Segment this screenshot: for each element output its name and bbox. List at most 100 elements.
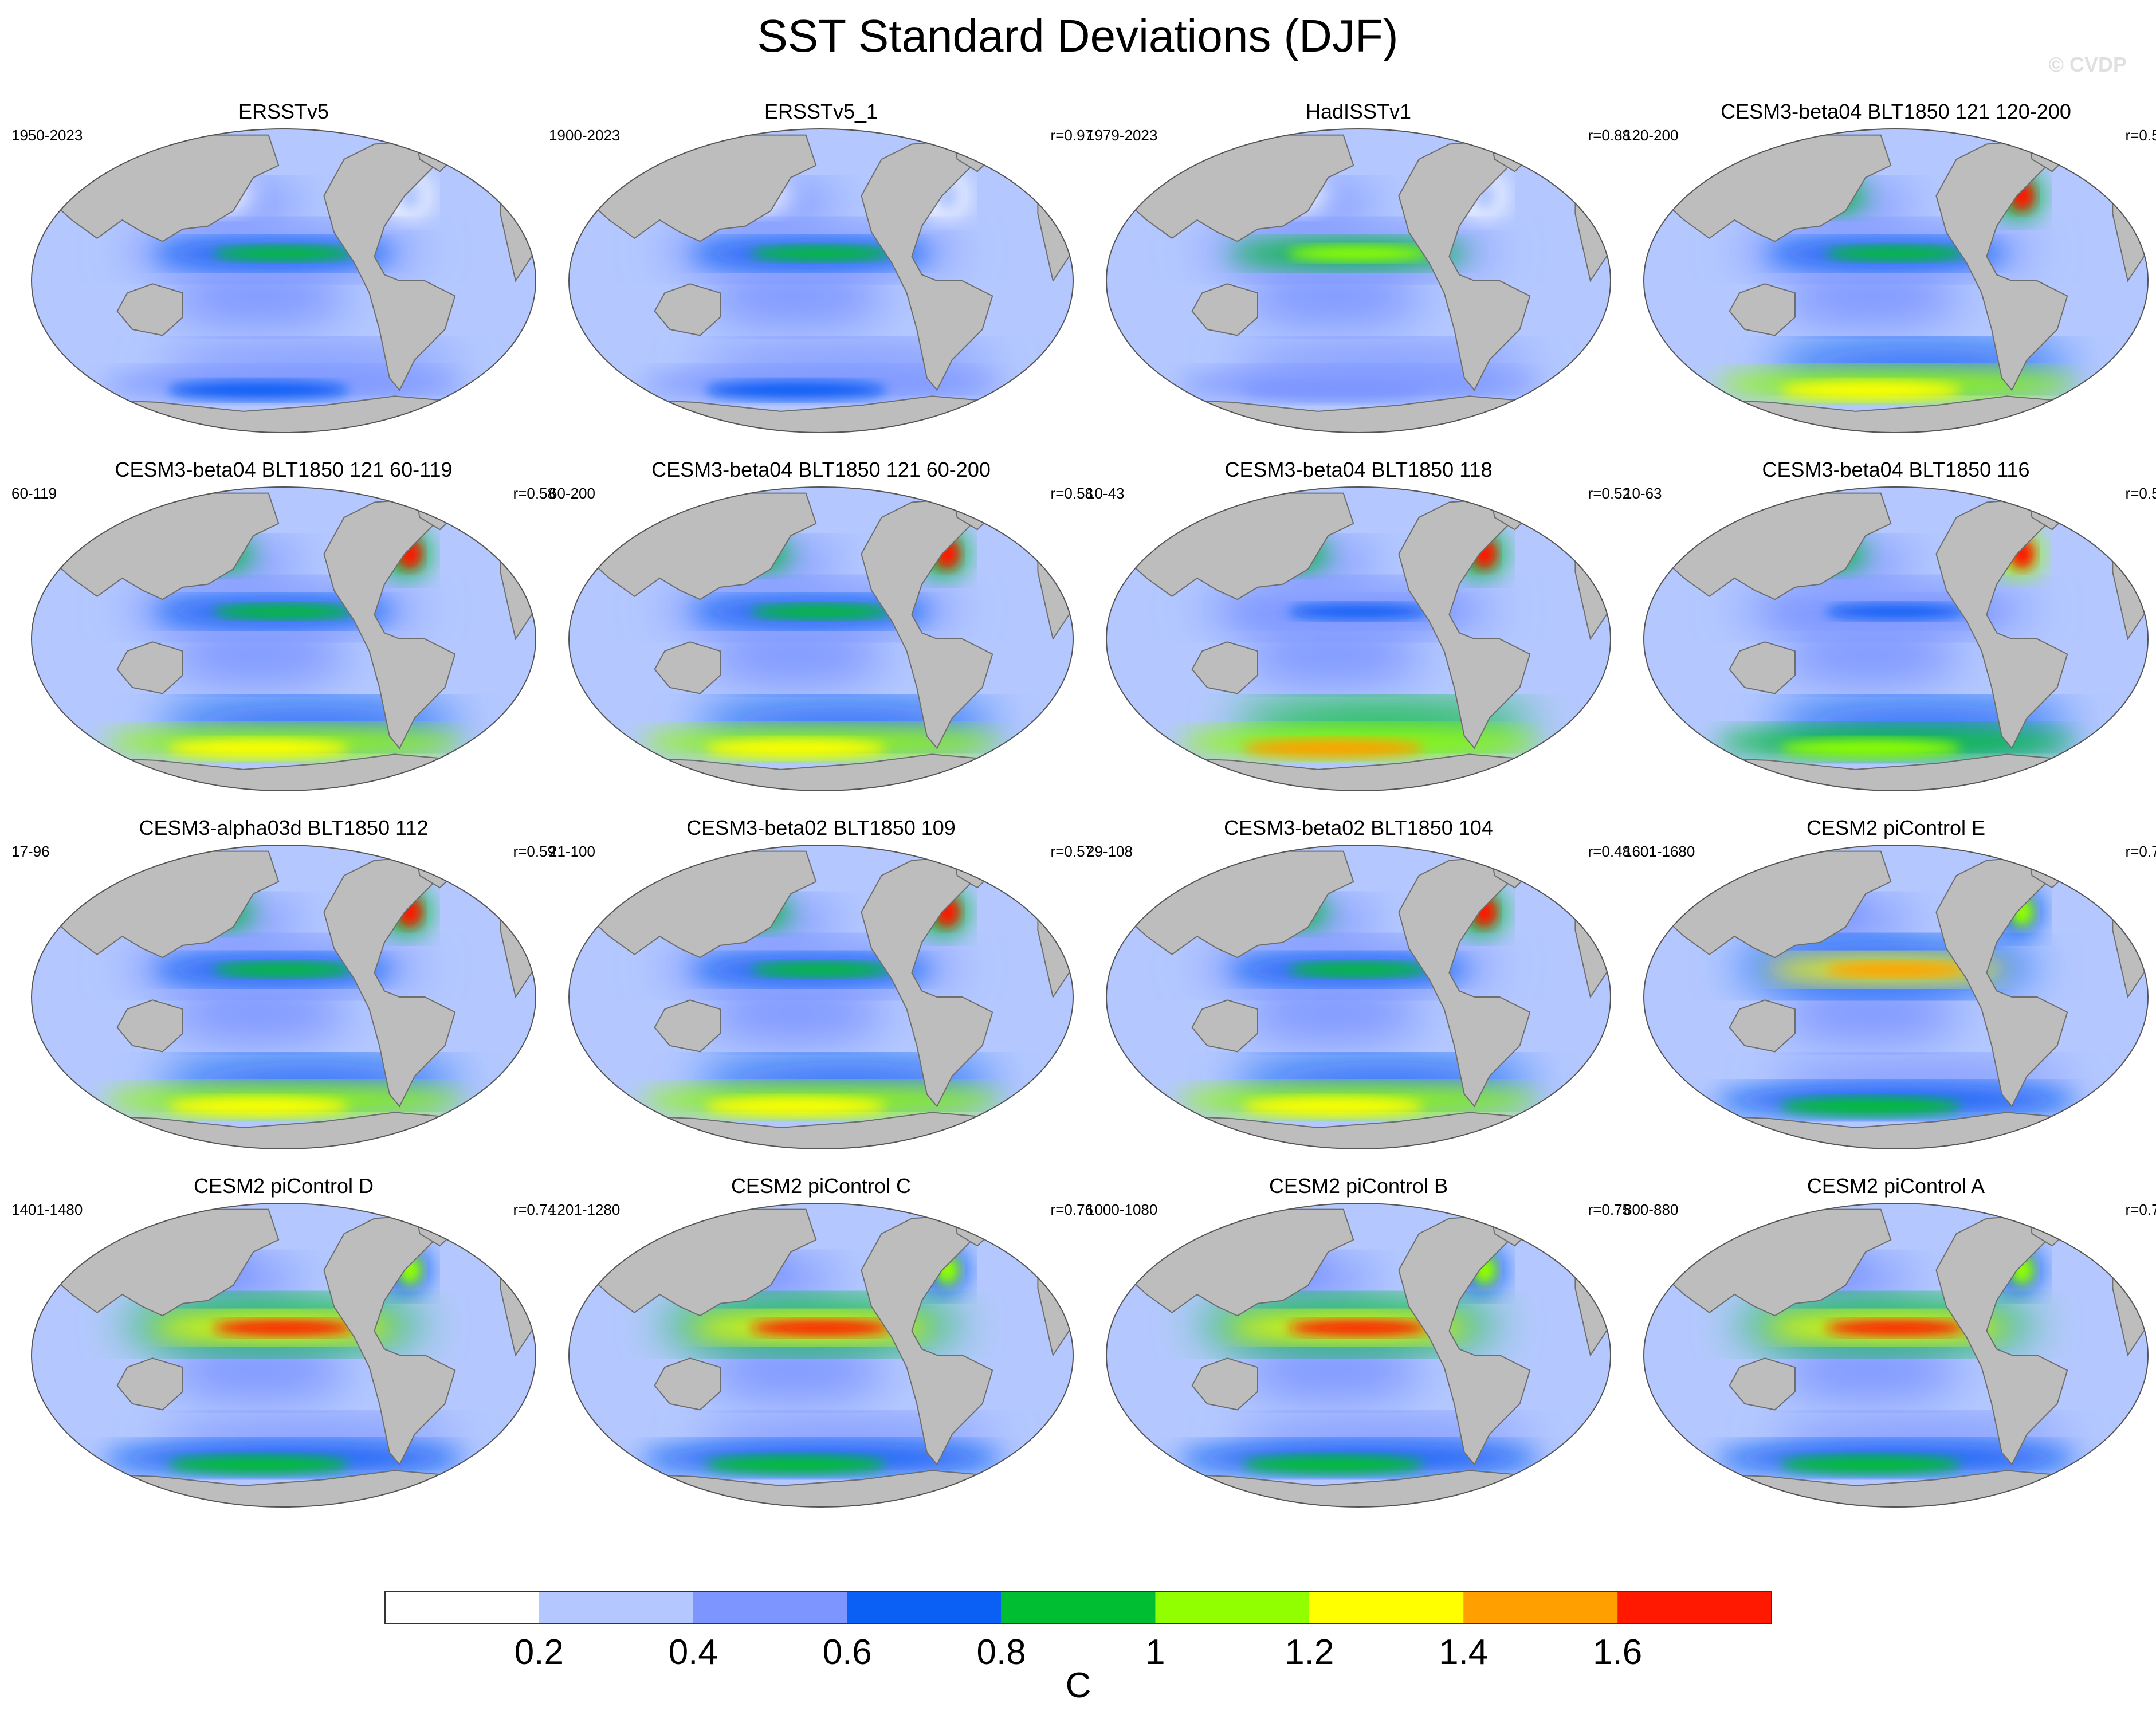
map-panel-6: CESM3-beta04 BLT1850 121 60-200 60-200 r=0… [549, 458, 1093, 791]
panel-correlation: r=0.73 [2126, 843, 2156, 860]
panel-period: 1900-2023 [549, 127, 620, 144]
colorbar-tick-label: 0.2 [515, 1632, 564, 1672]
panel-correlation: r=0.97 [1051, 127, 1093, 144]
colorbar-frame [384, 1591, 1772, 1624]
map-border [31, 128, 536, 433]
sst-anomaly [1780, 1455, 1962, 1474]
colorbar-tick-label: 1.6 [1593, 1632, 1642, 1672]
sst-anomaly [1825, 604, 1967, 619]
sst-anomaly [167, 380, 349, 399]
panel-period: 17-96 [11, 843, 50, 860]
map-panel-2: ERSSTv5_1 1900-2023 r=0.97 [549, 100, 1093, 433]
land-australia [1191, 641, 1258, 694]
map-border [31, 845, 536, 1149]
panel-title: CESM3-beta04 BLT1850 118 [1225, 458, 1493, 481]
colorbar-tick-label: 1.4 [1439, 1632, 1488, 1672]
sst-anomaly [705, 380, 887, 399]
colorbar-swatch [847, 1592, 1002, 1624]
sst-anomaly [213, 962, 355, 978]
land-australia [654, 641, 721, 694]
sst-anomaly [1825, 246, 1967, 261]
land-australia [1729, 999, 1796, 1053]
panel-correlation: r=0.57 [1051, 843, 1093, 860]
sst-anomaly [705, 623, 887, 685]
panel-title: CESM2 piControl D [194, 1174, 374, 1198]
map-border [1643, 845, 2149, 1149]
land-australia [1191, 1357, 1258, 1411]
sst-anomaly [705, 739, 887, 758]
panel-period: 60-119 [11, 485, 57, 502]
land-americas [861, 1215, 993, 1466]
sst-anomaly [1780, 982, 1962, 1043]
land-australia [654, 1357, 721, 1411]
colorbar-swatch [1617, 1592, 1772, 1624]
panel-correlation: r=0.59 [513, 843, 556, 860]
figure-title: SST Standard Deviations (DJF) [757, 10, 1399, 61]
panel-title: CESM3-alpha03d BLT1850 112 [139, 816, 428, 839]
panel-period: 29-108 [1086, 843, 1133, 860]
sst-anomaly [1780, 739, 1962, 758]
colorbar-swatch [1463, 1592, 1618, 1624]
map-border [568, 845, 1074, 1149]
panel-period: 10-63 [1624, 485, 1662, 502]
land-americas [323, 499, 456, 749]
panel-title: CESM3-beta04 BLT1850 121 60-200 [651, 458, 991, 481]
colorbar-swatch [385, 1592, 539, 1624]
land-americas [1398, 1215, 1531, 1466]
sst-anomaly [213, 604, 355, 619]
colorbar-swatch [693, 1592, 847, 1624]
panel-title: HadISSTv1 [1306, 100, 1411, 123]
colorbar-tick-label: 0.8 [976, 1632, 1026, 1672]
sst-anomaly [167, 982, 349, 1043]
panel-period: 120-200 [1624, 127, 1678, 144]
land-australia [116, 641, 183, 694]
map-border [1643, 486, 2149, 791]
sst-anomaly [167, 623, 349, 685]
panel-correlation: r=0.75 [1588, 1201, 1631, 1218]
panel-period: 1950-2023 [11, 127, 83, 144]
panel-period: 1000-1080 [1086, 1201, 1157, 1218]
land-americas [861, 140, 993, 391]
map-border [1643, 128, 2149, 433]
sst-anomaly [1242, 982, 1424, 1043]
land-americas [323, 1215, 456, 1466]
sst-anomaly [1242, 739, 1424, 758]
colorbar-tick-label: 1 [1145, 1632, 1165, 1672]
sst-anomaly [1242, 623, 1424, 685]
sst-anomaly [705, 1340, 887, 1401]
sst-anomaly [1242, 1455, 1424, 1474]
sst-anomaly [167, 739, 349, 758]
land-americas [1398, 499, 1531, 749]
land-americas [1935, 140, 2068, 391]
panel-period: 10-43 [1086, 485, 1125, 502]
map-border [31, 486, 536, 791]
cvdp-watermark: © CVDP [2048, 53, 2127, 76]
colorbar-swatch [539, 1592, 693, 1624]
panel-title: CESM3-beta04 BLT1850 116 [1762, 458, 2030, 481]
sst-anomaly [750, 246, 892, 261]
sst-anomaly [1287, 604, 1430, 619]
map-panel-8: CESM3-beta04 BLT1850 116 10-63 r=0.52 [1624, 458, 2156, 791]
sst-anomaly [213, 246, 355, 261]
map-panel-1: ERSSTv5 1950-2023 [11, 100, 536, 433]
sst-anomaly [705, 1097, 887, 1116]
panel-title: CESM3-beta04 BLT1850 121 120-200 [1721, 100, 2071, 123]
map-border [1643, 1203, 2149, 1508]
sst-anomaly [167, 265, 349, 327]
map-panel-9: CESM3-alpha03d BLT1850 112 17-96 r=0.59 [11, 816, 556, 1149]
colorbar-unit-label: C [1066, 1666, 1091, 1705]
panel-title: CESM2 piControl B [1269, 1174, 1448, 1198]
map-panel-3: HadISSTv1 1979-2023 r=0.88 [1086, 100, 1631, 433]
colorbar-swatch [1309, 1592, 1464, 1624]
map-border [568, 1203, 1074, 1508]
panel-title: CESM3-beta02 BLT1850 104 [1224, 816, 1493, 839]
land-australia [1191, 999, 1258, 1053]
sst-anomaly [1780, 1097, 1962, 1116]
sst-anomaly [1825, 962, 1967, 978]
map-panel-5: CESM3-beta04 BLT1850 121 60-119 60-119 r=0… [11, 458, 556, 791]
panel-period: 1601-1680 [1624, 843, 1695, 860]
panel-period: 1401-1480 [11, 1201, 83, 1218]
colorbar: 0.2 0.4 0.6 0.8 1 1.2 1.4 1.6 [384, 1591, 1772, 1672]
land-australia [654, 283, 721, 336]
panel-title: CESM3-beta04 BLT1850 121 60-119 [115, 458, 452, 481]
